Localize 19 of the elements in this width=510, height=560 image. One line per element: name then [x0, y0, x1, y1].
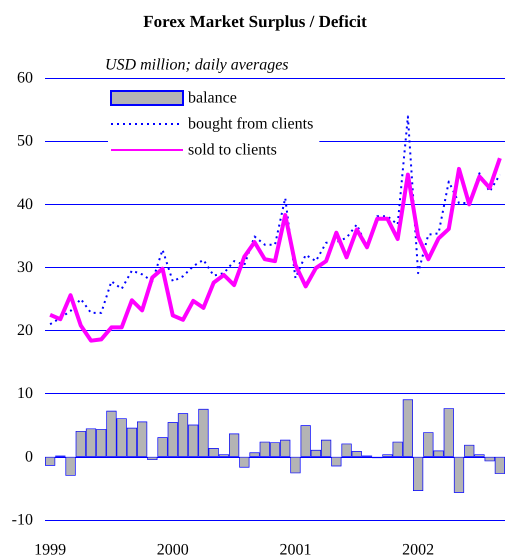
legend-label: bought from clients [188, 116, 314, 132]
x-tick-label: 1999 [34, 542, 66, 558]
line-series [48, 156, 502, 343]
x-tick-label: 2000 [156, 542, 189, 558]
legend-label: sold to clients [188, 142, 277, 158]
chart-title: Forex Market Surplus / Deficit [143, 12, 368, 31]
y-tick-label: 60 [17, 70, 33, 86]
y-tick-label: 50 [17, 132, 33, 150]
chart-subtitle: USD million; daily averages [105, 56, 289, 74]
legend-label: balance [188, 90, 237, 106]
y-tick-label: 0 [25, 448, 33, 466]
x-tick-label: 2001 [279, 542, 312, 558]
line-series [49, 116, 501, 326]
y-tick-label: 20 [17, 322, 33, 340]
x-tick-label: 2002 [402, 542, 434, 558]
y-tick-label: 40 [17, 196, 33, 213]
y-tick-label: -10 [12, 512, 33, 528]
y-tick-label: 30 [17, 258, 33, 276]
y-tick-label: 10 [17, 385, 33, 402]
